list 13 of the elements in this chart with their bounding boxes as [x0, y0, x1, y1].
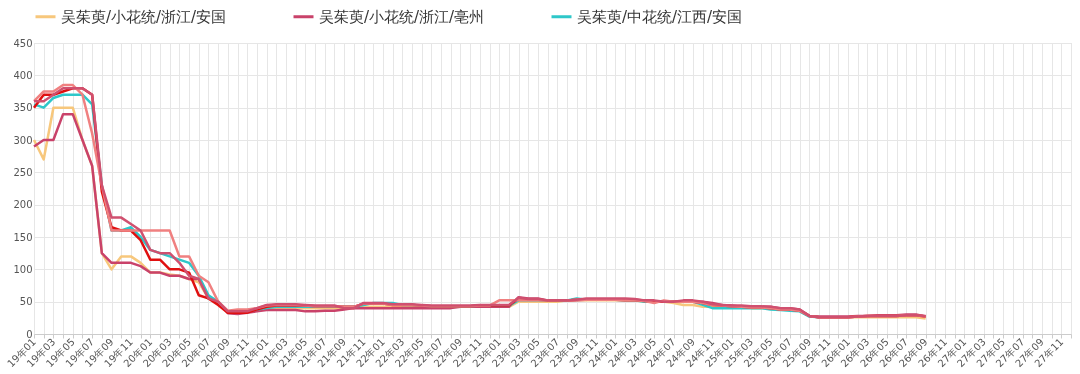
- y-tick-label: 100: [13, 263, 33, 275]
- legend-label: 吴茱萸/小花统/浙江/安国: [61, 7, 227, 26]
- y-tick-label: 400: [13, 69, 33, 81]
- y-tick-label: 0: [26, 328, 33, 340]
- y-tick-label: 300: [13, 134, 33, 146]
- y-tick-label: 450: [13, 37, 33, 49]
- y-tick-label: 50: [19, 296, 33, 308]
- legend-label: 吴茱萸/中花统/江西/安国: [577, 7, 743, 26]
- y-tick-label: 250: [13, 166, 33, 178]
- y-tick-label: 200: [13, 199, 33, 211]
- y-tick-label: 350: [13, 102, 33, 114]
- y-tick-label: 150: [13, 231, 33, 243]
- legend-label: 吴茱萸/小花统/浙江/亳州: [319, 7, 485, 26]
